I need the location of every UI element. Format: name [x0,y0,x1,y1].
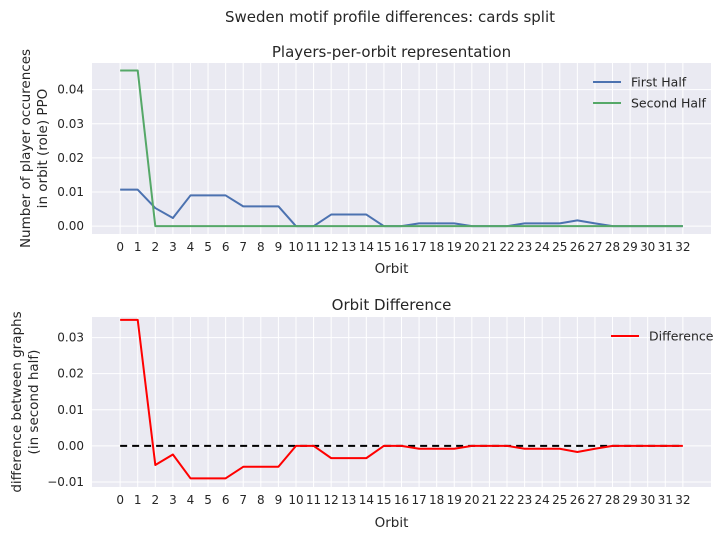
x-tick-label: 16 [394,493,409,507]
y-axis-label: Number of player occurences [18,49,34,248]
x-tick-label: 14 [359,493,374,507]
x-axis-label: Orbit [375,515,409,531]
y-tick-label: 0.02 [57,367,84,381]
x-tick-label: 27 [587,240,602,254]
x-tick-label: 1 [134,493,142,507]
series-line [120,318,683,480]
x-tick-label: 17 [411,493,426,507]
x-tick-label: 19 [447,240,462,254]
x-tick-label: 30 [640,493,655,507]
x-tick-label: 32 [675,493,690,507]
x-tick-label: 21 [482,493,497,507]
x-tick-label: 4 [187,240,195,254]
x-tick-label: 24 [535,493,550,507]
x-tick-label: 7 [239,493,247,507]
x-tick-label: 26 [570,493,585,507]
x-tick-label: 29 [622,240,637,254]
x-tick-label: 24 [535,240,550,254]
x-axis-label: Orbit [375,261,409,277]
x-tick-label: 30 [640,240,655,254]
x-tick-label: 23 [517,493,532,507]
legend-label: Difference [649,329,714,344]
x-tick-label: 28 [605,493,620,507]
x-tick-label: 0 [116,240,124,254]
y-tick-label: 0.01 [57,185,84,199]
x-tick-label: 26 [570,240,585,254]
chart-title: Orbit Difference [332,296,452,314]
x-tick-label: 20 [464,240,479,254]
x-tick-label: 4 [187,493,195,507]
x-tick-label: 10 [288,240,303,254]
y-axis-label: difference between graphs [9,311,25,492]
x-tick-label: 8 [257,240,265,254]
y-tick-label: 0.03 [57,117,84,131]
series-line [120,69,683,228]
x-tick-label: 6 [222,493,230,507]
x-tick-label: 2 [151,240,159,254]
x-tick-label: 15 [376,493,391,507]
x-tick-label: 32 [675,240,690,254]
x-tick-label: 18 [429,493,444,507]
legend-label: First Half [631,75,687,90]
y-tick-label: 0.00 [57,439,84,453]
x-tick-label: 12 [324,493,339,507]
x-tick-label: 12 [324,240,339,254]
y-tick-label: 0.04 [57,83,84,97]
x-tick-label: 8 [257,493,265,507]
figure-suptitle: Sweden motif profile differences: cards … [225,8,555,26]
x-tick-label: 17 [411,240,426,254]
y-axis-label: in orbit (role) PPO [35,89,51,209]
x-tick-label: 27 [587,493,602,507]
x-tick-label: 2 [151,493,159,507]
x-tick-label: 13 [341,240,356,254]
x-tick-label: 25 [552,493,567,507]
y-tick-label: 0.03 [57,331,84,345]
x-tick-label: 3 [169,493,177,507]
x-tick-label: 10 [288,493,303,507]
x-tick-label: 0 [116,493,124,507]
x-tick-label: 3 [169,240,177,254]
x-tick-label: 20 [464,493,479,507]
x-tick-label: 18 [429,240,444,254]
x-tick-label: 14 [359,240,374,254]
x-tick-label: 5 [204,240,212,254]
legend-label: Second Half [631,96,707,111]
x-tick-label: 5 [204,493,212,507]
x-tick-label: 29 [622,493,637,507]
y-axis-label: (in second half) [26,350,42,455]
y-tick-label: −0.01 [47,475,84,489]
x-tick-label: 13 [341,493,356,507]
chart-orbit-difference: 0 1 2 3 4 5 6 7 8 9 10 11 12 13 14 15 16 17 18 19 20 21 22 23 24… [9,296,714,531]
x-tick-label: 11 [306,240,321,254]
x-tick-label: 25 [552,240,567,254]
x-tick-label: 15 [376,240,391,254]
x-tick-label: 28 [605,240,620,254]
x-tick-label: 23 [517,240,532,254]
x-tick-label: 7 [239,240,247,254]
x-tick-label: 22 [499,240,514,254]
x-tick-label: 11 [306,493,321,507]
x-tick-label: 31 [658,240,673,254]
x-tick-label: 9 [275,493,283,507]
x-tick-label: 19 [447,493,462,507]
chart-title: Players-per-orbit representation [272,43,511,61]
x-tick-label: 21 [482,240,497,254]
x-tick-label: 22 [499,493,514,507]
x-tick-label: 6 [222,240,230,254]
y-tick-label: 0.01 [57,403,84,417]
x-tick-label: 1 [134,240,142,254]
y-tick-label: 0.02 [57,151,84,165]
x-tick-label: 9 [275,240,283,254]
x-tick-label: 31 [658,493,673,507]
chart-ppo: 0 1 2 3 4 5 6 7 8 9 10 11 12 13 14 15 16 17 18 19 20 21 22 23 24… [18,43,711,277]
x-tick-label: 16 [394,240,409,254]
y-tick-label: 0.00 [57,219,84,233]
